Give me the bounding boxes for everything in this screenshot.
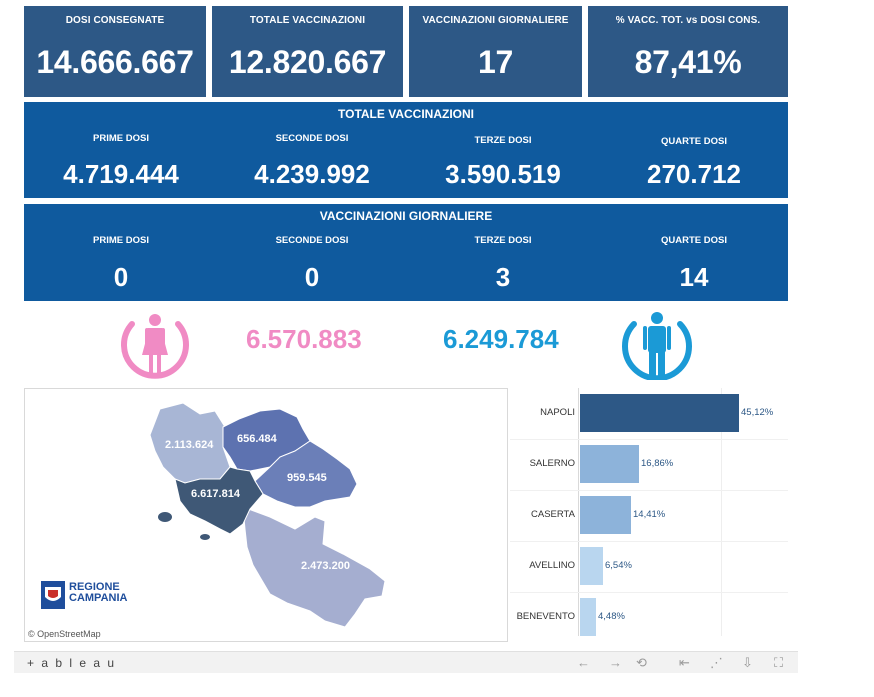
bar-benevento[interactable] xyxy=(580,598,596,636)
map-label-caserta: 2.113.624 xyxy=(165,439,214,451)
logo-line-2: CAMPANIA xyxy=(69,592,128,604)
map-province-salerno xyxy=(242,506,386,628)
panel-title: TOTALE VACCINAZIONI xyxy=(338,107,474,121)
undo-icon[interactable]: ← xyxy=(577,655,590,670)
kpi-label: VACCINAZIONI GIORNALIERE xyxy=(422,15,569,26)
quarte-dosi-cell: QUARTE DOSI 270.712 xyxy=(599,136,789,190)
seconde-dosi-cell: SECONDE DOSI 0 xyxy=(217,235,407,293)
kpi-value: 14.666.667 xyxy=(36,44,194,80)
kpi-value: 17 xyxy=(478,44,513,80)
prime-dosi-cell: PRIME DOSI 4.719.444 xyxy=(26,133,216,190)
female-count: 6.570.883 xyxy=(246,324,362,354)
download-icon[interactable]: ⇩ xyxy=(742,655,753,670)
prime-dosi-cell: PRIME DOSI 0 xyxy=(26,235,216,293)
province-bar-chart: NAPOLI 45,12% SALERNO 16,86% CASERTA 14,41% AV… xyxy=(510,388,788,642)
map-island-capri xyxy=(200,534,210,540)
cell-label: TERZE DOSI xyxy=(474,235,532,246)
bar-value-label: 6,54% xyxy=(605,560,632,571)
kpi-percentuale: % VACC. TOT. vs DOSI CONS. 87,41% xyxy=(588,6,788,97)
kpi-label: DOSI CONSEGNATE xyxy=(65,15,165,26)
cell-value: 0 xyxy=(113,262,129,292)
bar-category-label: AVELLINO xyxy=(529,560,575,571)
logo-line-1: REGIONE xyxy=(69,581,120,593)
fullscreen-icon[interactable]: ⛶ xyxy=(774,655,784,670)
cell-label: QUARTE DOSI xyxy=(661,235,727,246)
male-icon xyxy=(622,312,692,380)
tableau-toolbar: + a b l e a u ← → ⟲ ⇤ ⋰ ⇩ ⛶ xyxy=(14,651,798,673)
map-province-napoli xyxy=(174,466,264,535)
cell-label: SECONDE DOSI xyxy=(275,235,349,246)
kpi-value: 87,41% xyxy=(634,44,742,80)
bar-caserta[interactable] xyxy=(580,496,631,534)
bar-separator xyxy=(510,541,788,542)
map-label-avellino: 959.545 xyxy=(287,472,327,484)
terze-dosi-cell: TERZE DOSI 3 xyxy=(408,235,598,293)
bar-separator xyxy=(510,592,788,593)
bar-value-label: 14,41% xyxy=(633,509,666,520)
female-icon xyxy=(121,314,189,379)
bar-separator xyxy=(510,490,788,491)
kpi-label: % VACC. TOT. vs DOSI CONS. xyxy=(615,15,761,26)
cell-label: SECONDE DOSI xyxy=(275,133,349,144)
bar-salerno[interactable] xyxy=(580,445,639,483)
tableau-logo[interactable]: + a b l e a u xyxy=(27,656,117,670)
bar-avellino[interactable] xyxy=(580,547,603,585)
bar-category-label: BENEVENTO xyxy=(516,611,575,622)
first-icon[interactable]: ⇤ xyxy=(679,655,690,670)
cell-value: 0 xyxy=(304,262,320,292)
cell-value: 3 xyxy=(495,262,511,292)
bar-value-label: 4,48% xyxy=(598,611,625,622)
seconde-dosi-cell: SECONDE DOSI 4.239.992 xyxy=(217,133,407,190)
kpi-totale-vaccinazioni: TOTALE VACCINAZIONI 12.820.667 xyxy=(212,6,403,97)
cell-value: 3.590.519 xyxy=(445,159,561,189)
cell-value: 270.712 xyxy=(647,159,741,189)
share-icon[interactable]: ⋰ xyxy=(710,655,723,670)
map-label-salerno: 2.473.200 xyxy=(301,560,350,572)
revert-icon[interactable]: ⟲ xyxy=(636,655,647,670)
redo-icon[interactable]: → xyxy=(609,655,622,670)
bar-category-label: CASERTA xyxy=(531,509,575,520)
cell-value: 4.719.444 xyxy=(63,159,179,189)
map-attribution[interactable]: © OpenStreetMap xyxy=(28,629,101,639)
bar-value-label: 16,86% xyxy=(641,458,674,469)
vaccinazioni-giornaliere-panel: VACCINAZIONI GIORNALIERE PRIME DOSI 0 SE… xyxy=(24,204,788,301)
cell-label: PRIME DOSI xyxy=(93,133,149,144)
cell-label: TERZE DOSI xyxy=(474,135,532,146)
totale-vaccinazioni-panel: TOTALE VACCINAZIONI PRIME DOSI 4.719.444… xyxy=(24,102,788,198)
bar-separator xyxy=(510,439,788,440)
terze-dosi-cell: TERZE DOSI 3.590.519 xyxy=(408,135,598,190)
panel-title: VACCINAZIONI GIORNALIERE xyxy=(319,209,493,223)
cell-label: QUARTE DOSI xyxy=(661,136,727,147)
kpi-dosi-consegnate: DOSI CONSEGNATE 14.666.667 xyxy=(24,6,206,97)
campania-map[interactable]: 2.113.624 656.484 959.545 6.617.814 2.47… xyxy=(24,388,508,642)
cell-value: 4.239.992 xyxy=(254,159,370,189)
kpi-label: TOTALE VACCINAZIONI xyxy=(249,15,366,26)
cell-label: PRIME DOSI xyxy=(93,235,149,246)
kpi-value: 12.820.667 xyxy=(228,44,387,80)
bar-value-label: 45,12% xyxy=(741,407,774,418)
map-province-avellino xyxy=(254,440,358,508)
bar-napoli[interactable] xyxy=(580,394,739,432)
map-label-napoli: 6.617.814 xyxy=(191,488,240,500)
bar-category-label: NAPOLI xyxy=(540,407,575,418)
kpi-vaccinazioni-giornaliere: VACCINAZIONI GIORNALIERE 17 xyxy=(409,6,582,97)
map-label-benevento: 656.484 xyxy=(237,433,277,445)
bar-category-label: SALERNO xyxy=(529,458,575,469)
male-count: 6.249.784 xyxy=(443,324,559,354)
cell-value: 14 xyxy=(679,262,709,292)
map-island-ischia xyxy=(158,512,172,522)
quarte-dosi-cell: QUARTE DOSI 14 xyxy=(599,235,789,293)
